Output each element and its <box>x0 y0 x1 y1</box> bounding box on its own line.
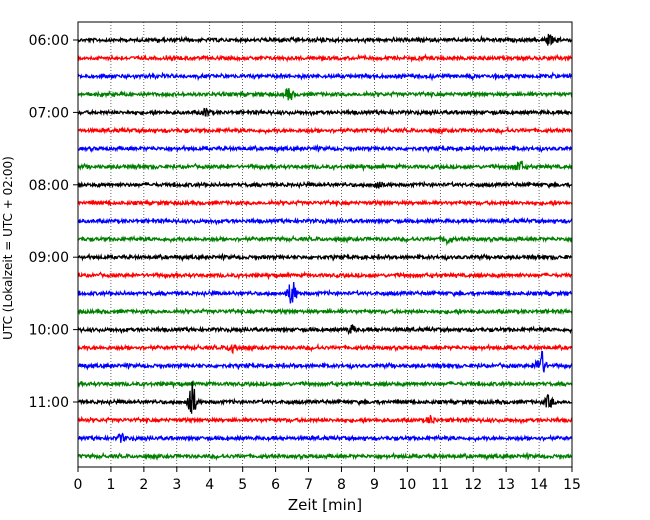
x-tick-label: 6 <box>271 477 280 493</box>
trace-0630 <box>77 71 573 82</box>
y-tick-label: 07:00 <box>29 105 69 121</box>
trace-1045 <box>77 379 573 390</box>
x-tick-label: 2 <box>139 477 148 493</box>
x-tick-label: 9 <box>370 477 379 493</box>
trace-1100 <box>77 381 573 414</box>
trace-0645 <box>77 87 573 101</box>
y-tick-label: 11:00 <box>29 395 69 411</box>
y-axis-label: UTC (Lokalzeit = UTC + 02:00) <box>1 156 15 340</box>
trace-1015 <box>77 342 573 355</box>
trace-0930 <box>77 281 573 304</box>
trace-0800 <box>77 180 573 190</box>
x-tick-label: 1 <box>106 477 115 493</box>
trace-1030 <box>77 350 573 373</box>
x-tick-label: 3 <box>172 477 181 493</box>
trace-1145 <box>77 451 573 462</box>
x-tick-label: 7 <box>304 477 313 493</box>
y-tick-label: 10:00 <box>29 323 69 339</box>
trace-0600 <box>77 33 573 46</box>
trace-0900 <box>77 252 573 263</box>
vertical-grid <box>110 22 540 467</box>
x-tick-label: 15 <box>563 477 581 493</box>
y-tick-label: 09:00 <box>29 250 69 266</box>
trace-0745 <box>77 160 573 172</box>
trace-1000 <box>77 324 573 336</box>
x-tick-label: 12 <box>464 477 482 493</box>
x-tick-label: 13 <box>497 477 515 493</box>
x-tick-label: 11 <box>431 477 449 493</box>
x-tick-label: 4 <box>205 477 214 493</box>
trace-1130 <box>77 432 573 443</box>
trace-0845 <box>77 234 573 247</box>
trace-0915 <box>77 270 573 281</box>
x-axis-label: Zeit [min] <box>288 496 362 514</box>
x-tick-label: 14 <box>530 477 548 493</box>
trace-0830 <box>77 216 573 226</box>
x-tick-label: 10 <box>398 477 416 493</box>
trace-1115 <box>77 414 573 425</box>
trace-0815 <box>77 198 573 208</box>
y-tick-label: 08:00 <box>29 178 69 194</box>
x-tick-label: 5 <box>238 477 247 493</box>
trace-0615 <box>77 53 573 63</box>
x-tick-label: 8 <box>337 477 346 493</box>
trace-0945 <box>77 306 573 316</box>
trace-0715 <box>77 125 573 136</box>
x-tick-label: 0 <box>74 477 83 493</box>
trace-0730 <box>77 143 573 154</box>
x-axis-ticks: 0 1 2 3 4 5 6 7 8 9 10 11 12 13 14 15 <box>74 467 581 493</box>
trace-0700 <box>77 107 573 118</box>
plot-frame <box>77 21 573 468</box>
y-tick-label: 06:00 <box>29 33 69 49</box>
y-axis-ticks: 06:00 07:00 08:00 09:00 10:00 11:00 <box>29 33 78 411</box>
trace-group <box>77 33 573 462</box>
